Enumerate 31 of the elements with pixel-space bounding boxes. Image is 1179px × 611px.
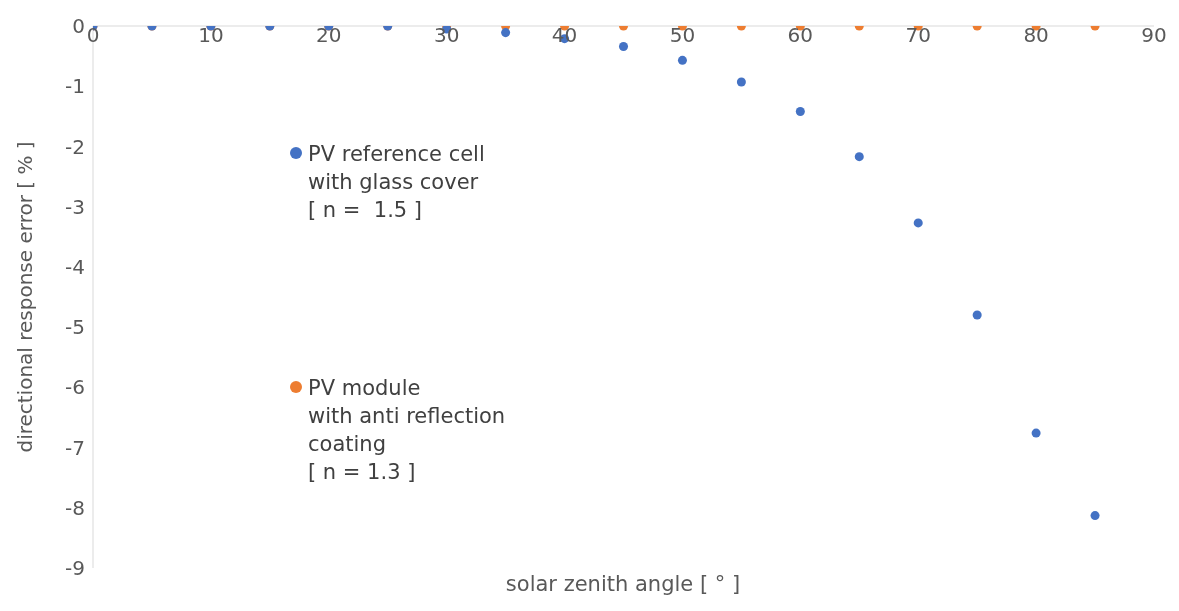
point xyxy=(913,218,923,228)
x-tick-label: 80 xyxy=(1023,23,1049,47)
y-tick-label: -8 xyxy=(65,495,85,520)
y-tick-label: -2 xyxy=(65,134,85,159)
point xyxy=(736,77,746,87)
y-tick-label: -6 xyxy=(65,375,85,400)
x-tick-label: 20 xyxy=(316,23,342,47)
point xyxy=(1090,511,1100,521)
x-tick-label: 90 xyxy=(1141,23,1167,47)
y-tick-label: -9 xyxy=(65,556,85,581)
point xyxy=(1031,428,1041,438)
x-tick-label: 70 xyxy=(905,23,931,47)
y-tick-label: -3 xyxy=(65,194,85,219)
y-tick-label: -7 xyxy=(65,435,85,460)
x-tick-label: 40 xyxy=(551,23,578,47)
x-tick-label: 30 xyxy=(433,23,460,47)
x-tick-label: 10 xyxy=(198,23,224,47)
x-tick-label: 50 xyxy=(669,23,696,47)
x-tick-label: 0 xyxy=(86,23,100,47)
point xyxy=(795,107,805,117)
y-axis-title: directional response error [ % ] xyxy=(13,141,38,453)
point xyxy=(972,310,982,320)
y-tick-label: -1 xyxy=(65,74,85,99)
x-axis-title: solar zenith angle [ ° ] xyxy=(504,572,742,596)
legend-label: PV reference cell with glass cover [ n = 1.5 ] xyxy=(308,141,485,224)
legend-label: PV module with anti reflection coating [ n = 1.3 ] xyxy=(308,375,506,486)
y-tick-label: -4 xyxy=(65,254,85,279)
point xyxy=(854,152,864,162)
y-tick-label: -5 xyxy=(65,315,85,340)
point xyxy=(501,28,511,38)
x-tick-label: 60 xyxy=(787,23,814,47)
